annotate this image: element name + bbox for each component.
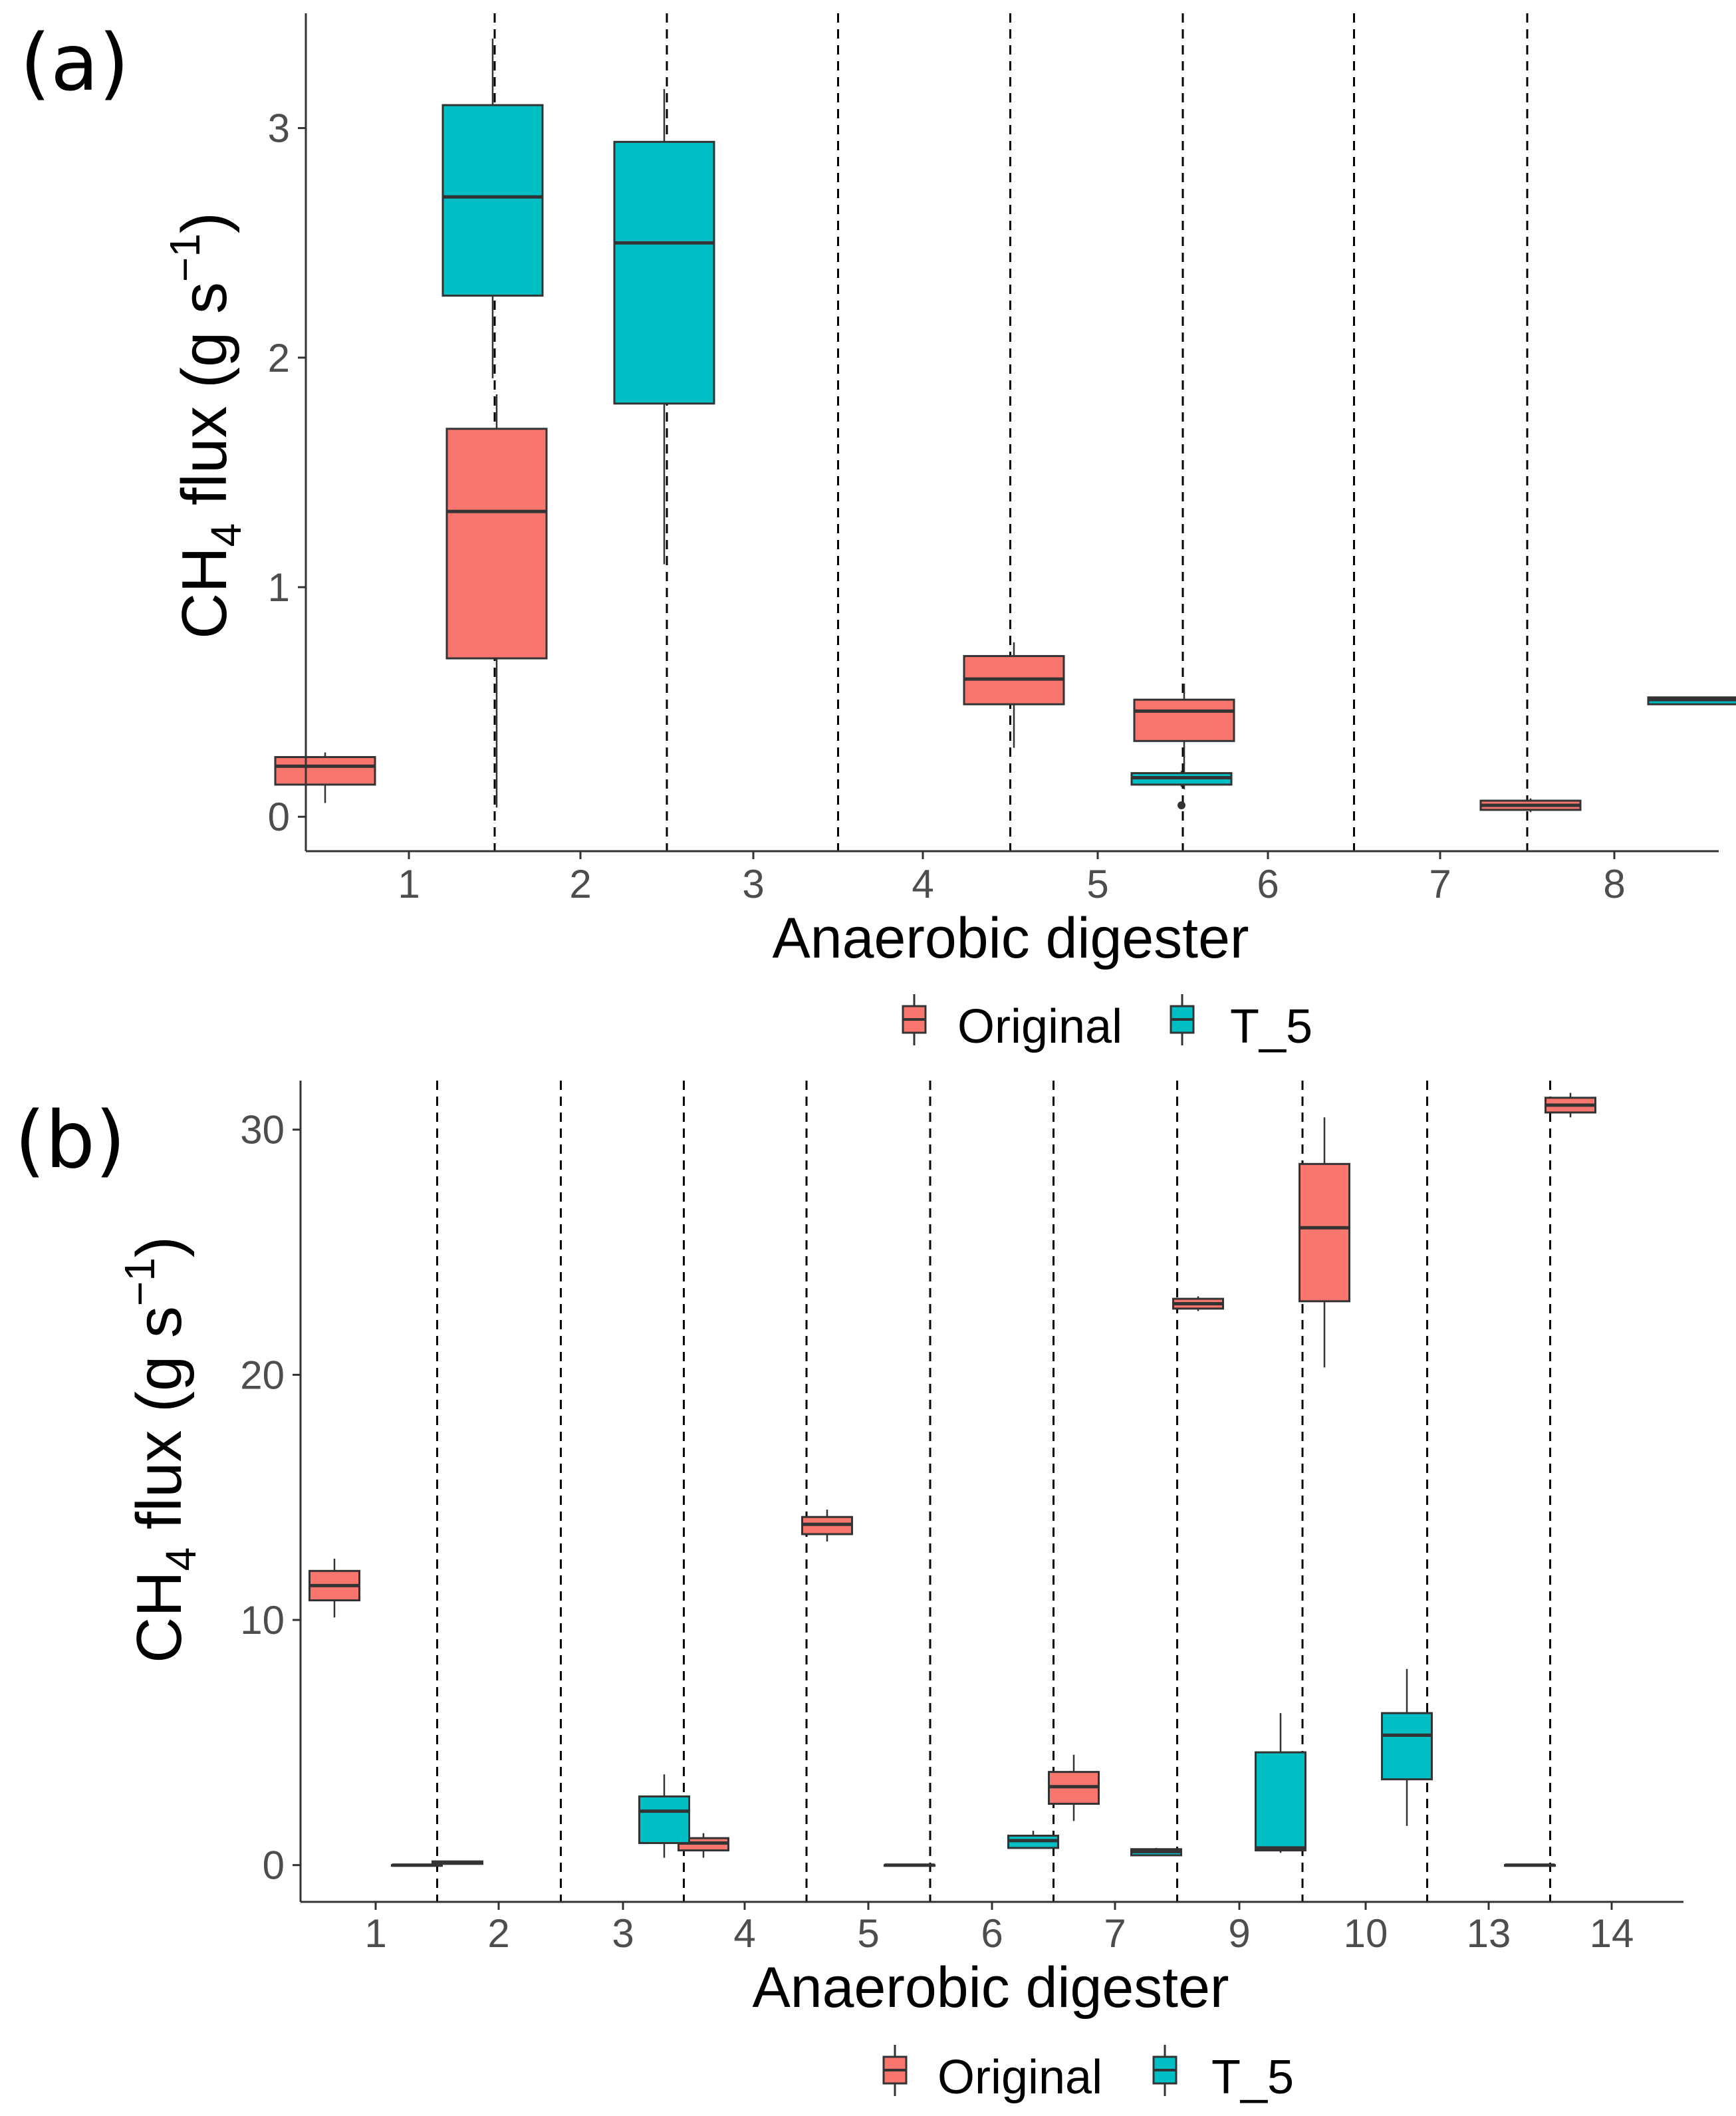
x-tick-label: 8 <box>1603 862 1625 906</box>
x-ticks-b: 1 2 3 4 5 6 7 9 10 13 14 <box>364 1902 1634 1956</box>
box-body <box>1299 1162 1350 1303</box>
legend-key-original-b <box>882 2045 908 2096</box>
x-tick-label: 1 <box>364 1911 386 1956</box>
y-ticks-a: 0 1 2 3 <box>268 106 306 839</box>
box-t5-8 <box>1647 696 1736 706</box>
boxes-b <box>309 1093 1596 1867</box>
y-tick-label: 0 <box>263 1843 285 1888</box>
x-tick-label: 6 <box>1257 862 1279 906</box>
legend-label-t5-a: T_5 <box>1230 1000 1312 1053</box>
legend-label-t5-b: T_5 <box>1211 2051 1294 2104</box>
y-axis-label-part: flux (g s <box>124 1306 195 1547</box>
y-tick-label: 20 <box>240 1353 285 1397</box>
y-axis-label-a: CH4 flux (g s−1) <box>161 212 250 639</box>
panel-label-a: (a) <box>20 17 129 108</box>
y-axis-label-part: −1 <box>116 1257 164 1306</box>
x-tick-label: 6 <box>981 1911 1003 1956</box>
box-body <box>441 104 544 297</box>
x-tick-label: 5 <box>1086 862 1108 906</box>
y-axis-label-b: CH4 flux (g s−1) <box>116 1236 205 1663</box>
box-body <box>1381 1712 1433 1781</box>
box-t5-5 <box>884 1863 935 1867</box>
box-original-2 <box>432 1860 483 1865</box>
x-axis-label-b: Anaerobic digester <box>752 1956 1229 2020</box>
y-axis-label-part: CH <box>169 547 240 639</box>
box-t5-7 <box>1130 1847 1182 1857</box>
x-tick-label: 5 <box>857 1911 879 1956</box>
box-body <box>1133 698 1235 742</box>
box-original-10 <box>1299 1117 1350 1368</box>
x-tick-label: 4 <box>912 862 933 906</box>
box-original-5 <box>963 642 1065 748</box>
x-tick-label: 2 <box>569 862 591 906</box>
y-tick-label: 3 <box>268 106 290 151</box>
box-t5-6 <box>1007 1831 1059 1849</box>
box-original-5 <box>801 1510 853 1542</box>
boxes-a <box>274 38 1736 813</box>
box-original-7 <box>1048 1754 1100 1821</box>
box-t5-1 <box>391 1863 443 1867</box>
y-axis-label-part: 4 <box>157 1547 205 1571</box>
x-tick-label: 3 <box>742 862 764 906</box>
box-original-6 <box>1133 684 1235 789</box>
y-tick-label: 2 <box>268 336 290 380</box>
box-body <box>445 428 548 660</box>
legend-key-original-a <box>902 994 927 1045</box>
y-axis-label-part: ) <box>169 212 240 233</box>
x-tick-label: 4 <box>733 1911 755 1956</box>
y-tick-label: 0 <box>268 795 290 839</box>
y-tick-label: 1 <box>268 565 290 610</box>
box-t5-10 <box>1381 1668 1433 1826</box>
x-tick-label: 1 <box>398 862 420 906</box>
box-original-14 <box>1545 1093 1596 1118</box>
y-axis-label-part: −1 <box>161 233 209 282</box>
box-body <box>638 1795 690 1845</box>
category-separators-a <box>493 13 1529 851</box>
box-body <box>274 755 376 786</box>
panel-a: (a) CH4 flux (g s−1) Anaerobic digester … <box>20 13 1736 970</box>
panel-b: (b) CH4 flux (g s−1) Anaerobic digester … <box>15 1081 1683 2020</box>
box-original-1 <box>309 1558 360 1618</box>
box-original-9 <box>1172 1296 1224 1311</box>
y-axis-label-part: 4 <box>202 523 250 547</box>
legend-label-original-a: Original <box>957 1000 1122 1053</box>
y-axis-label-part: CH <box>124 1571 195 1663</box>
box-t5-9 <box>1255 1713 1306 1853</box>
y-tick-label: 30 <box>240 1108 285 1152</box>
legend-a: Original T_5 <box>902 994 1312 1053</box>
box-t5-1 <box>441 38 544 378</box>
x-tick-label: 9 <box>1228 1911 1250 1956</box>
legend-label-original-b: Original <box>937 2051 1102 2104</box>
x-tick-label: 7 <box>1429 862 1451 906</box>
legend-key-t5-a <box>1170 994 1195 1045</box>
x-tick-label: 13 <box>1467 1911 1511 1956</box>
x-tick-label: 10 <box>1344 1911 1388 1956</box>
x-tick-label: 2 <box>487 1911 509 1956</box>
box-original-8 <box>1479 798 1582 813</box>
legend-b: Original T_5 <box>882 2045 1294 2104</box>
box-body <box>613 140 715 405</box>
box-t5-2 <box>613 88 715 565</box>
panel-label-b: (b) <box>15 1094 126 1186</box>
y-axis-label-part: flux (g s <box>169 282 240 523</box>
y-axis-label-part: ) <box>124 1236 195 1257</box>
x-axis-label-a: Anaerobic digester <box>772 906 1249 970</box>
box-original-2 <box>445 394 548 808</box>
box-t5-5 <box>1130 771 1233 809</box>
box-original-1 <box>274 752 376 803</box>
x-tick-label: 14 <box>1590 1911 1634 1956</box>
x-ticks-a: 1 2 3 4 5 6 7 8 <box>398 851 1626 906</box>
y-ticks-b: 0 10 20 30 <box>240 1108 301 1888</box>
outlier-point <box>1178 801 1185 809</box>
x-tick-label: 3 <box>612 1911 634 1956</box>
box-t5-3 <box>638 1774 690 1858</box>
box-body <box>1255 1751 1306 1852</box>
legend-key-t5-b <box>1152 2045 1178 2096</box>
box-t5-13 <box>1504 1863 1556 1867</box>
y-tick-label: 10 <box>240 1598 285 1643</box>
x-tick-label: 7 <box>1104 1911 1126 1956</box>
